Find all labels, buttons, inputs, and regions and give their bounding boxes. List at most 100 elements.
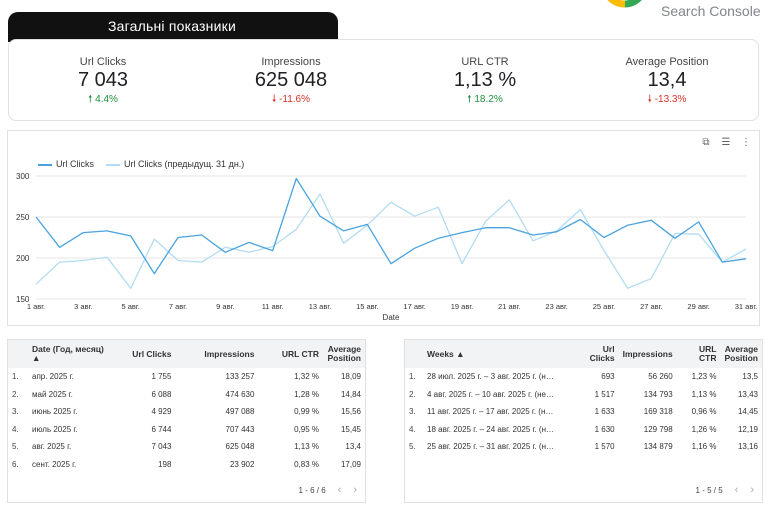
table-row[interactable]: 1. 28 июл. 2025 г. – 3 авг. 2025 г. (н… 69…	[405, 368, 762, 386]
table-cell: 15,45	[340, 424, 361, 434]
x-tick-label: 23 авг.	[545, 302, 568, 311]
table-cell: 5.	[409, 442, 416, 452]
table-cell: 0,83 %	[294, 459, 319, 469]
table-row[interactable]: 1. апр. 2025 г. 1 755 133 257 1,32 % 18,09	[8, 368, 365, 386]
kpi-label: Average Position	[625, 56, 709, 68]
x-tick-label: 21 авг.	[498, 302, 521, 311]
table-row[interactable]: 5. авг. 2025 г. 7 043 625 048 1,13 % 13,4	[8, 438, 365, 456]
section-title: Загальні показники	[108, 18, 236, 34]
table-cell: 2.	[409, 389, 416, 399]
table-cell: 56 260	[648, 372, 673, 382]
chart-legend: Url Clicks Url Clicks (предыдущ. 31 дн.)	[38, 159, 244, 169]
more-icon[interactable]: ⋮	[741, 137, 751, 148]
table-cell: 4 929	[151, 407, 172, 417]
y-tick-label: 300	[16, 172, 30, 181]
series-line-url-clicks[interactable]	[35, 177, 747, 275]
table-row[interactable]: 4. июль 2025 г. 6 744 707 443 0,95 % 15,45	[8, 421, 365, 439]
table-cell: 1.	[409, 372, 416, 382]
table-cell: авг. 2025 г.	[32, 442, 72, 452]
table-cell: 0,95 %	[294, 424, 319, 434]
x-tick-label: 5 авг.	[122, 302, 140, 311]
column-header-impressions[interactable]: Impressions	[622, 348, 673, 359]
table-cell: 1 630	[594, 424, 615, 434]
table-cell: 6 088	[151, 389, 172, 399]
table-cell: 1 633	[594, 407, 615, 417]
table-cell: 6.	[12, 459, 19, 469]
table-cell: 17,09	[340, 459, 361, 469]
table-row[interactable]: 3. июнь 2025 г. 4 929 497 088 0,99 % 15,56	[8, 403, 365, 421]
column-header-url-ctr[interactable]: URL CTR	[281, 348, 319, 359]
x-tick-label: 29 авг.	[687, 302, 710, 311]
column-header-date[interactable]: Date (Год, месяц) ▲	[32, 344, 104, 363]
x-tick-label: 3 авг.	[74, 302, 92, 311]
table-cell: 12,19	[737, 424, 758, 434]
table-cell: сент. 2025 г.	[32, 459, 77, 469]
section-header-tab: Загальні показники	[8, 12, 338, 42]
table-cell: 25 авг. 2025 г. – 31 авг. 2025 г. (н…	[427, 442, 554, 452]
kpi-average-position: Average Position 13,4 🠗 -13.3%	[587, 56, 747, 109]
y-tick-label: 250	[16, 213, 30, 222]
table-row[interactable]: 2. май 2025 г. 6 088 474 630 1,28 % 14,84	[8, 386, 365, 404]
monthly-table-card: Date (Год, месяц) ▲ Url Clicks Impressio…	[7, 339, 366, 503]
x-tick-label: 1 авг.	[27, 302, 45, 311]
kpi-delta: 🠗 -13.3%	[647, 94, 687, 105]
table-cell: 5.	[12, 442, 19, 452]
table-cell: 1 755	[151, 372, 172, 382]
column-header-weeks[interactable]: Weeks ▲	[427, 348, 465, 359]
table-cell: 693	[601, 372, 615, 382]
table-cell: 0,99 %	[294, 407, 319, 417]
chevron-right-icon[interactable]: ›	[750, 484, 754, 496]
legend-item[interactable]: Url Clicks (предыдущ. 31 дн.)	[106, 159, 244, 169]
table-cell: 1,13 %	[294, 442, 319, 452]
pager-count: 1 - 6 / 6	[298, 485, 326, 495]
kpi-url-clicks: Url Clicks 7 043 🠕 4.4%	[23, 56, 183, 109]
weekly-table-card: Weeks ▲ Url Clicks Impressions URL CTR A…	[404, 339, 763, 503]
table-row[interactable]: 2. 4 авг. 2025 г. – 10 авг. 2025 г. (не… 1…	[405, 386, 762, 404]
chevron-left-icon[interactable]: ‹	[337, 484, 342, 496]
table-cell: 7 043	[151, 442, 172, 452]
column-header-url-clicks[interactable]: Url Clicks	[132, 348, 172, 359]
x-tick-label: 7 авг.	[169, 302, 187, 311]
table-row[interactable]: 5. 25 авг. 2025 г. – 31 авг. 2025 г. (н… 1…	[405, 438, 762, 456]
column-header-impressions[interactable]: Impressions	[204, 348, 255, 359]
table-row[interactable]: 3. 11 авг. 2025 г. – 17 авг. 2025 г. (н… 1…	[405, 403, 762, 421]
arrow-down-icon: 🠗	[271, 94, 280, 105]
table-cell: 11 авг. 2025 г. – 17 авг. 2025 г. (н…	[427, 407, 554, 417]
y-tick-label: 200	[16, 254, 30, 263]
column-header-average-position[interactable]: Average Position	[327, 344, 361, 363]
x-tick-label: 9 авг.	[216, 302, 234, 311]
table-cell: апр. 2025 г.	[32, 372, 74, 382]
table-cell: 1 570	[594, 442, 615, 452]
table-cell: 134 793	[643, 389, 673, 399]
table-cell: июль 2025 г.	[32, 424, 78, 434]
export-icon[interactable]: ⧉	[702, 137, 710, 148]
pager-count: 1 - 5 / 5	[695, 485, 723, 495]
filter-icon[interactable]: ☰	[721, 137, 731, 148]
table-cell: 4.	[12, 424, 19, 434]
table-cell: 1,28 %	[294, 389, 319, 399]
x-tick-label: 13 авг.	[309, 302, 332, 311]
x-tick-label: 17 авг.	[403, 302, 426, 311]
chevron-right-icon[interactable]: ›	[353, 484, 357, 496]
column-header-url-clicks[interactable]: Url Clicks	[589, 344, 615, 363]
table-cell: 3.	[409, 407, 416, 417]
kpi-delta: 🠕 4.4%	[88, 94, 118, 105]
table-cell: июнь 2025 г.	[32, 407, 78, 417]
column-header-average-position[interactable]: Average Position	[724, 344, 758, 363]
table-cell: 15,56	[340, 407, 361, 417]
table-cell: 169 318	[643, 407, 673, 417]
column-header-url-ctr[interactable]: URL CTR	[698, 344, 717, 363]
kpi-delta: 🠗 -11.6%	[271, 94, 311, 105]
series-line-url-clicks-previous[interactable]	[35, 193, 747, 289]
table-cell: 129 798	[643, 424, 673, 434]
kpi-value: 7 043	[77, 69, 129, 91]
table-cell: 1.	[12, 372, 19, 382]
table-row[interactable]: 4. 18 авг. 2025 г. – 24 авг. 2025 г. (н… 1…	[405, 421, 762, 439]
table-cell: 18,09	[340, 372, 361, 382]
kpi-scorecards: Url Clicks 7 043 🠕 4.4% Impressions 625 …	[8, 39, 759, 121]
table-row[interactable]: 6. сент. 2025 г. 198 23 902 0,83 % 17,09	[8, 456, 365, 474]
legend-item[interactable]: Url Clicks	[38, 159, 94, 169]
table-pager: 1 - 6 / 6 ‹ ›	[299, 484, 357, 496]
chevron-left-icon[interactable]: ‹	[734, 484, 739, 496]
